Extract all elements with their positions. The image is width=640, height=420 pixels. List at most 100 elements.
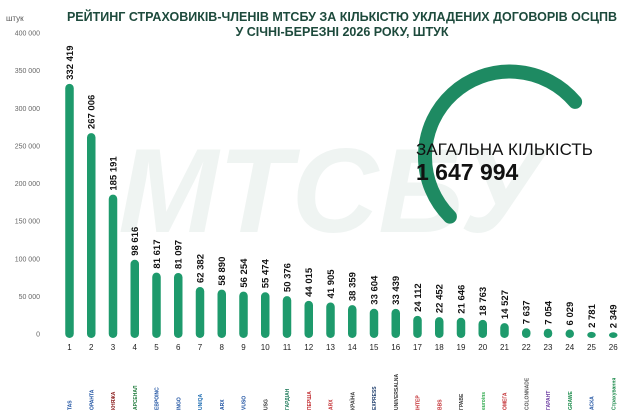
arx-round-logo: ARX	[220, 399, 226, 410]
total-label: ЗАГАЛЬНА КІЛЬКІСТЬ	[416, 140, 593, 159]
x-tick-label: 21	[500, 343, 509, 352]
bar	[130, 259, 139, 338]
oranta-logo: ОРАНТА	[89, 389, 95, 410]
total-ring	[418, 64, 583, 224]
strakh-logo: Страхування	[611, 378, 617, 410]
tas-logo: TAS	[68, 400, 74, 410]
value-label: 22 452	[435, 284, 446, 313]
omega-logo: ОМЕГА	[503, 392, 509, 410]
y-tick-label: 100 000	[15, 256, 40, 263]
x-tick-label: 26	[609, 343, 618, 352]
y-axis-unit: штук	[6, 14, 24, 23]
insurer-logos: TAS ОРАНТА КНЯЖА АРСЕНАЛ EBPOINC INGO UNIQA ARX…	[68, 373, 618, 410]
value-label: 18 763	[478, 287, 489, 316]
value-label: 267 006	[87, 95, 98, 129]
aska-logo: АСКА	[590, 396, 596, 410]
bar	[587, 331, 596, 338]
value-label: 98 616	[130, 227, 141, 256]
bar	[478, 319, 487, 338]
bar	[609, 332, 618, 338]
bar	[413, 315, 422, 338]
total-value: 1 647 994	[416, 159, 519, 185]
value-label: 38 359	[348, 272, 359, 301]
total-ring-arc	[418, 64, 583, 224]
value-label: 6 029	[565, 302, 576, 326]
x-tick-label: 24	[565, 343, 574, 352]
value-label: 62 382	[196, 254, 207, 283]
euroins-logo: EBPOINC	[155, 387, 161, 410]
x-tick-label: 22	[522, 343, 531, 352]
bar	[152, 272, 161, 338]
express-logo: EXPRESS	[372, 386, 378, 410]
x-tick-label: 13	[326, 343, 335, 352]
bar	[261, 292, 270, 338]
bar	[87, 133, 96, 338]
persha-logo: ПЕРША	[307, 391, 313, 410]
x-tick-label: 2	[89, 343, 94, 352]
value-label: 21 646	[457, 285, 468, 314]
y-tick-label: 200 000	[15, 181, 40, 188]
x-tick-label: 16	[391, 343, 400, 352]
ingo-logo: INGO	[176, 397, 182, 410]
x-tick-label: 12	[304, 343, 313, 352]
value-label: 185 191	[109, 156, 120, 191]
bar	[500, 323, 509, 338]
bar	[543, 328, 553, 338]
value-label: 44 015	[304, 267, 315, 297]
value-label: 7 054	[544, 300, 555, 324]
bar	[391, 308, 400, 338]
value-labels: 332 419 267 006 185 191 98 616 81 617 81 097 6…	[65, 46, 620, 329]
value-label: 7 637	[522, 300, 533, 324]
watermark: МТСБУ	[118, 124, 549, 258]
y-tick-label: 250 000	[15, 143, 40, 150]
chart-title-line2: У СІЧНІ-БЕРЕЗНІ 2026 РОКУ, ШТУК	[235, 25, 448, 39]
x-tick-label: 3	[111, 343, 116, 352]
x-tick-label: 8	[220, 343, 225, 352]
value-label: 14 527	[500, 290, 511, 319]
x-tick-label: 10	[261, 343, 270, 352]
y-tick-label: 300 000	[15, 106, 40, 113]
x-tick-label: 6	[176, 343, 181, 352]
y-tick-label: 400 000	[15, 31, 40, 38]
value-label: 50 376	[283, 263, 294, 292]
bar	[65, 83, 74, 338]
x-axis: 1 2 3 4 5 6 7 8 9 10 11 12 13 14 15 16 17 18 19 20 21 22 23 24 2…	[67, 343, 618, 352]
grawe-logo: GRAWE	[568, 390, 574, 410]
value-label: 24 112	[413, 283, 424, 312]
garant-logo: ГАРАНТ	[546, 391, 552, 410]
bbs-logo: BBS	[437, 399, 443, 410]
bar	[326, 302, 335, 338]
value-label: 81 097	[174, 240, 185, 269]
kraina-logo: КРАЇНА	[349, 391, 356, 410]
uniqa-logo: UNIQA	[198, 394, 204, 411]
grave-circle-logo: ГРАВЕ	[459, 393, 465, 410]
arsenal-logo: АРСЕНАЛ	[133, 385, 139, 410]
value-label: 41 905	[326, 269, 337, 299]
inter-logo: ІНТЕР	[416, 395, 422, 410]
bar	[195, 287, 205, 338]
bar	[565, 329, 574, 338]
value-label: 332 419	[65, 46, 76, 80]
value-label: 55 474	[261, 258, 272, 288]
arx-logo: ARX	[329, 399, 335, 410]
bar	[304, 300, 313, 338]
bar	[369, 308, 379, 338]
x-tick-label: 15	[370, 343, 379, 352]
bar	[174, 272, 183, 338]
value-label: 56 254	[239, 258, 250, 288]
bar	[435, 317, 444, 338]
x-tick-label: 7	[198, 343, 203, 352]
bars	[65, 83, 618, 338]
x-tick-label: 5	[154, 343, 159, 352]
chart-title-line1: РЕЙТИНГ СТРАХОВИКІВ-ЧЛЕНІВ МТСБУ ЗА КІЛЬ…	[67, 9, 617, 24]
bar	[522, 328, 531, 338]
value-label: 2 349	[609, 304, 620, 328]
y-tick-label: 150 000	[15, 219, 40, 226]
gardian-logo: ГАРДІАН	[285, 388, 291, 410]
x-tick-label: 1	[67, 343, 72, 352]
value-label: 81 617	[152, 240, 163, 269]
value-label: 2 781	[587, 303, 598, 327]
x-tick-label: 25	[587, 343, 596, 352]
x-tick-label: 11	[283, 343, 292, 352]
bar	[282, 296, 292, 338]
